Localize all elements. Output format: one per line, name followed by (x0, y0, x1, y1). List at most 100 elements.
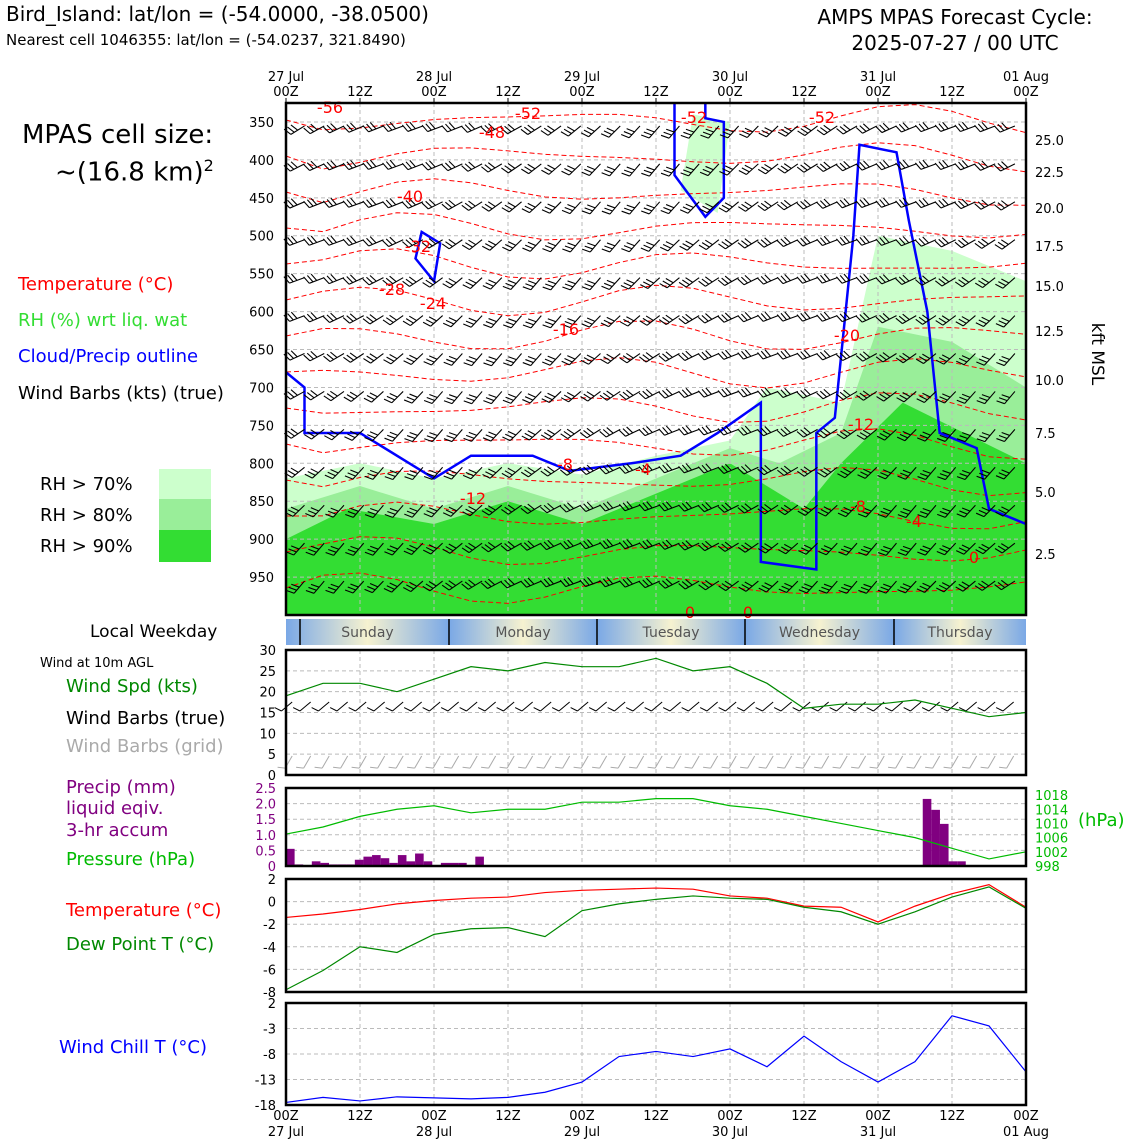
wind-barb-feather (758, 587, 767, 593)
wind-barb (382, 159, 404, 170)
wind-barb-feather (422, 282, 431, 288)
wind-barb (796, 388, 818, 399)
wind-barb (540, 577, 562, 588)
wind-barb (620, 277, 641, 290)
panel-ytick-label: 0 (268, 769, 276, 784)
wind-barb-feather (699, 208, 708, 214)
wind-barb (560, 125, 582, 137)
wind-barb (502, 239, 522, 252)
wind-barb (916, 580, 937, 593)
wind-barb (382, 236, 404, 248)
wind-barb-shaft (368, 163, 384, 170)
wind-barb (995, 504, 1016, 517)
wind-barb-feather (642, 317, 651, 324)
wind10m-barb-feather (570, 707, 578, 712)
wind-barb (542, 277, 562, 291)
wind-barb-shaft (723, 353, 739, 360)
wind-barb-feather (855, 163, 863, 171)
wind-barb-feather (523, 579, 531, 587)
wind-barb-feather (567, 280, 576, 285)
wind-barb (678, 277, 700, 288)
wind-barb-feather (527, 280, 537, 285)
wind-barb-shaft (843, 428, 858, 440)
wind-barb-feather (737, 467, 745, 475)
wind-barb-feather (863, 197, 870, 205)
wind-barb-shaft (550, 315, 562, 329)
wind-barb (463, 315, 483, 328)
wind-barb-feather (914, 239, 922, 247)
wind-barb-feather (638, 581, 646, 589)
wind-barb-feather (618, 541, 626, 550)
wind-barb-feather (291, 583, 300, 588)
wind-barb (855, 273, 877, 284)
wind10m-grid-barb-feather (758, 766, 767, 769)
wind-barb (935, 353, 957, 365)
wind-barb-feather (998, 435, 1008, 439)
wind-barb (954, 198, 976, 210)
precip-bar (931, 809, 940, 866)
wind-barb-feather (323, 355, 331, 362)
wind-barb-shaft (688, 125, 700, 139)
wind-barb-feather (401, 201, 409, 209)
wind10m-grid-barb-shaft (469, 755, 478, 769)
wind-barb (638, 577, 660, 589)
wind-barb (816, 311, 838, 322)
wind-barb (895, 313, 917, 325)
wind-barb-feather (741, 505, 749, 512)
wind-barb (757, 542, 779, 554)
wind10m-barb (607, 701, 626, 712)
wind-barb-feather (820, 237, 827, 245)
wind-barb-feather (468, 394, 478, 399)
bottom-axis-hour-label: 00Z (865, 1109, 891, 1124)
wind-barb-feather (583, 357, 592, 363)
wind-barb (540, 502, 562, 514)
wind-barb (797, 125, 818, 137)
wind10m-grid-barb-shaft (321, 755, 330, 769)
wind-barb-shaft (410, 315, 424, 326)
wind-barb (304, 466, 325, 479)
wind-barb (718, 201, 739, 213)
wind-barb-shaft (289, 163, 305, 172)
wind-barb-shaft (665, 353, 680, 362)
wind10m-barb-shaft (910, 701, 922, 712)
precip-bar (415, 853, 424, 866)
wind-barb-feather (701, 464, 709, 472)
wind-barb-feather (800, 275, 807, 283)
wind-barb-feather (764, 464, 772, 472)
wind-barb-feather (981, 355, 990, 360)
wind-barb-shaft (427, 125, 443, 133)
pressure-tick-label: 700 (249, 381, 274, 396)
wind-barb-feather (801, 547, 810, 553)
wind-barb-feather (697, 505, 705, 513)
wind-barb (915, 353, 937, 364)
wind-barb-feather (900, 511, 909, 515)
wind-barb-feather (386, 356, 395, 362)
precip-bar (320, 862, 330, 866)
wind-barb-feather (547, 125, 555, 132)
wind-barb-feather (287, 509, 297, 515)
precip-bar (397, 855, 407, 866)
wind10m-barb-feather (829, 707, 837, 712)
weekday-name: Sunday (341, 625, 393, 641)
wind-barb-feather (784, 311, 791, 319)
wind-barb-feather (505, 396, 514, 401)
wind-barb (796, 236, 818, 247)
wind10m-barb-shaft (503, 701, 515, 712)
wind-barb-feather (981, 432, 991, 437)
wind-barb-feather (820, 430, 828, 437)
wind10m-grid-barb (499, 755, 515, 769)
wind-barb (522, 239, 542, 252)
wind-barb-feather (780, 350, 787, 359)
wind-barb-feather (310, 123, 318, 131)
wind-barb-feather (507, 241, 517, 246)
wind-barb-feather (383, 398, 393, 404)
wind-barb-shaft (1003, 315, 1016, 328)
wind-barb-feather (290, 467, 299, 473)
wind-barb-shaft (723, 315, 739, 323)
wind-barb-feather (816, 432, 825, 439)
wind-barb (601, 277, 621, 290)
wind-barb-feather (566, 465, 575, 472)
wind-barb-feather (741, 544, 749, 551)
wind-barb (658, 578, 680, 589)
